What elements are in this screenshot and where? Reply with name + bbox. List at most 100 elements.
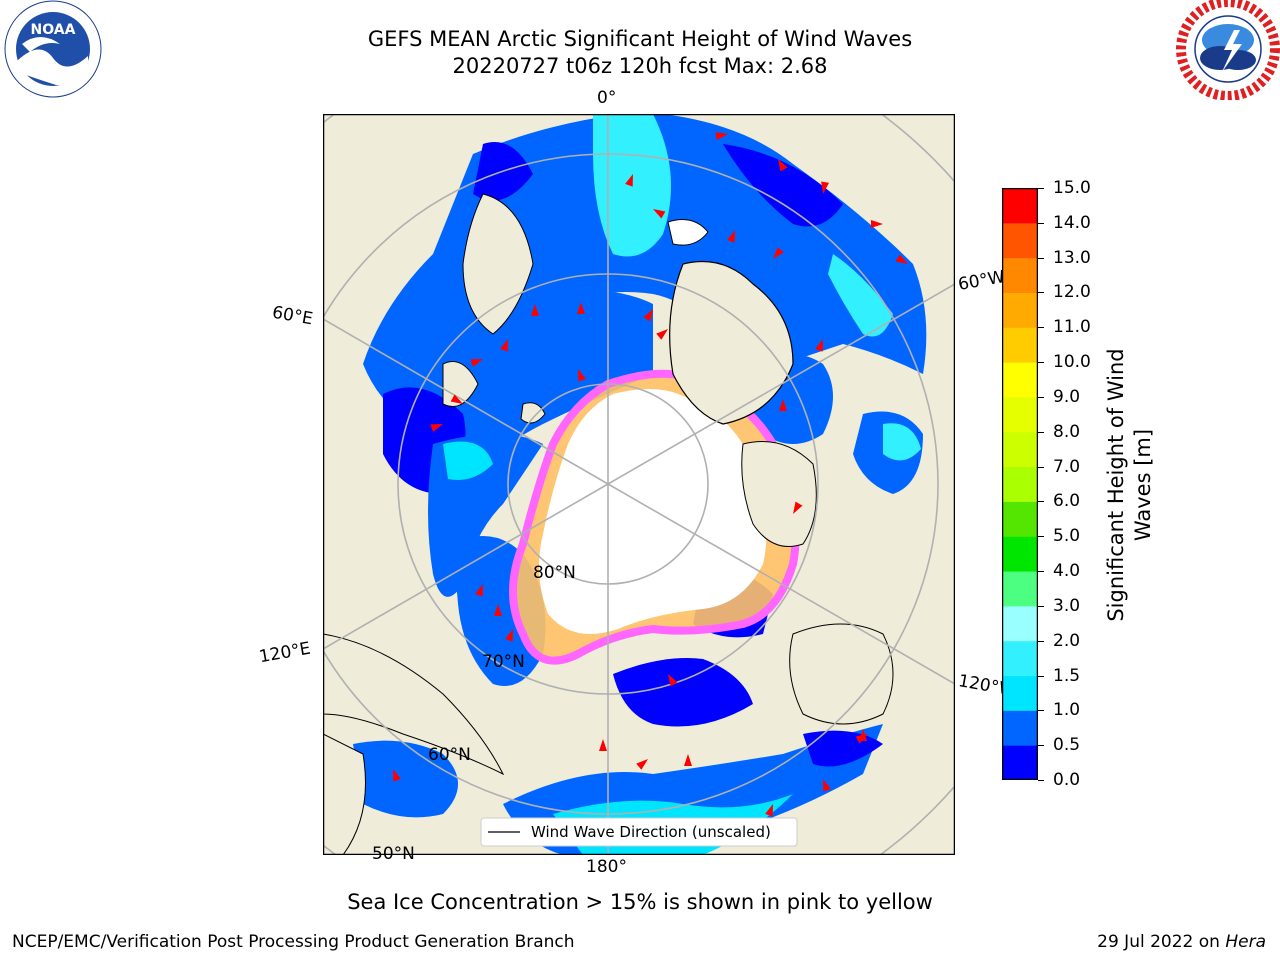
arrow [450, 394, 463, 404]
colorbar-tick-label: 12.0 [1053, 282, 1091, 303]
arrow [470, 359, 483, 367]
colorbar-tick-mark [1038, 327, 1044, 329]
colorbar-tick-mark [1038, 605, 1044, 607]
colorbar-segment [1002, 745, 1038, 780]
colorbar-segment [1002, 188, 1038, 224]
colorbar-tick-mark [1038, 640, 1044, 642]
ocean-labrador [723, 144, 843, 227]
footer-host: Hera [1225, 932, 1266, 952]
colorbar-tick-label: 15.0 [1053, 178, 1091, 198]
colorbar-tick-label: 8.0 [1053, 421, 1081, 442]
colorbar-tick-mark [1038, 745, 1044, 747]
arrow [500, 339, 508, 352]
colorbar-segment [1002, 466, 1038, 502]
colorbar-tick-mark [1038, 257, 1044, 259]
colorbar-segment [1002, 571, 1038, 607]
arrow [577, 302, 585, 314]
arrow [779, 399, 787, 411]
arrow [643, 309, 653, 322]
meridian-60w [607, 283, 955, 485]
arrow [636, 759, 648, 770]
lon-label-60w: 60°W [956, 267, 1007, 295]
lon-label-60e: 60°E [270, 302, 315, 330]
noaa-logo-icon: NOAA [4, 0, 102, 98]
arrow [430, 424, 443, 432]
colorbar-tick-label: 10.0 [1053, 352, 1091, 373]
chart-title: GEFS MEAN Arctic Significant Height of W… [367, 27, 913, 51]
colorbar-tick-mark [1038, 710, 1044, 712]
colorbar-segment [1002, 292, 1038, 328]
ocean-greenland-strip [828, 254, 893, 337]
canadian-archipelago [741, 441, 817, 547]
colorbar-tick-mark [1038, 571, 1044, 573]
meridian-120w [607, 483, 955, 685]
colorbar-tick-label: 11.0 [1053, 317, 1091, 338]
lat-label-50: 50°N [372, 844, 415, 864]
colorbar-tick-label: 13.0 [1053, 247, 1091, 268]
arrow [625, 174, 633, 187]
alaska [789, 623, 894, 725]
arrow [778, 159, 788, 172]
meridian-60e [323, 318, 609, 485]
colorbar-border [1002, 188, 1038, 780]
arrow [727, 230, 735, 243]
chart-subtitle: 20220727 t06z 120h fcst Max: 2.68 [452, 54, 828, 78]
meridian-120e [323, 483, 609, 650]
arrow [793, 501, 803, 514]
arrow [895, 254, 908, 264]
lat-label-60: 60°N [428, 745, 471, 765]
footer-credit: NCEP/EMC/Verification Post Processing Pr… [12, 932, 575, 952]
colorbar-tick-label: 14.0 [1053, 212, 1091, 233]
colorbar-segment [1002, 605, 1038, 642]
colorbar-tick-label: 0.5 [1053, 735, 1081, 756]
colorbar-tick-mark [1038, 501, 1044, 503]
arrow [821, 181, 830, 194]
footer-date-text: 29 Jul 2022 on [1097, 932, 1226, 952]
sea-ice-pink-edge [509, 369, 800, 665]
colorbar-tick-label: 0.0 [1053, 770, 1081, 790]
arrow [653, 209, 666, 219]
colorbar-segment [1002, 222, 1038, 259]
greenland [669, 260, 794, 425]
arrow [815, 339, 823, 352]
ocean-chukchi [613, 658, 753, 727]
scandinavia [462, 193, 534, 335]
colorbar-tick-mark [1038, 780, 1044, 781]
colorbar-tick-mark [1038, 396, 1044, 398]
colorbar-tick-mark [1038, 675, 1044, 677]
colorbar-tick-mark [1038, 431, 1044, 433]
colorbar-tick-label: 1.5 [1053, 665, 1081, 686]
lat-label-80: 80°N [533, 563, 576, 583]
colorbar-segment [1002, 327, 1038, 363]
colorbar-segment [1002, 362, 1038, 398]
ocean-okhotsk [353, 740, 458, 818]
ocean-hudson-cyan [883, 423, 921, 461]
arrow [871, 220, 883, 228]
lon-label-180: 180° [586, 857, 627, 877]
colorbar-tick-label: 3.0 [1053, 595, 1081, 616]
graticule [323, 114, 955, 855]
noaa-logo-text: NOAA [31, 22, 76, 38]
wave-direction-arrows [393, 132, 908, 817]
colorbar-segment [1002, 640, 1038, 677]
arrow [765, 804, 773, 817]
arrow [668, 674, 678, 687]
arrow [505, 629, 513, 642]
colorbar-tick-label: 1.0 [1053, 700, 1081, 721]
map-border [323, 114, 955, 855]
arrow [494, 604, 502, 616]
colorbar-tick-label: 5.0 [1053, 526, 1081, 547]
svalbard [667, 219, 709, 246]
colorbar-tick-mark [1038, 292, 1044, 294]
colorbar-segment [1002, 501, 1038, 537]
colorbar-tick-label: 4.0 [1053, 561, 1081, 582]
colorbar-tick-mark [1038, 362, 1044, 364]
lat-label-70: 70°N [482, 652, 525, 672]
ocean-laptev-cyan [443, 441, 493, 480]
arrow [823, 779, 831, 792]
footer-date: 29 Jul 2022 on Hera [1097, 932, 1266, 952]
colorbar-tick-label: 9.0 [1053, 386, 1081, 407]
colorbar-segment [1002, 675, 1038, 711]
arrow [578, 369, 586, 382]
colorbar-tick-mark [1038, 222, 1044, 224]
